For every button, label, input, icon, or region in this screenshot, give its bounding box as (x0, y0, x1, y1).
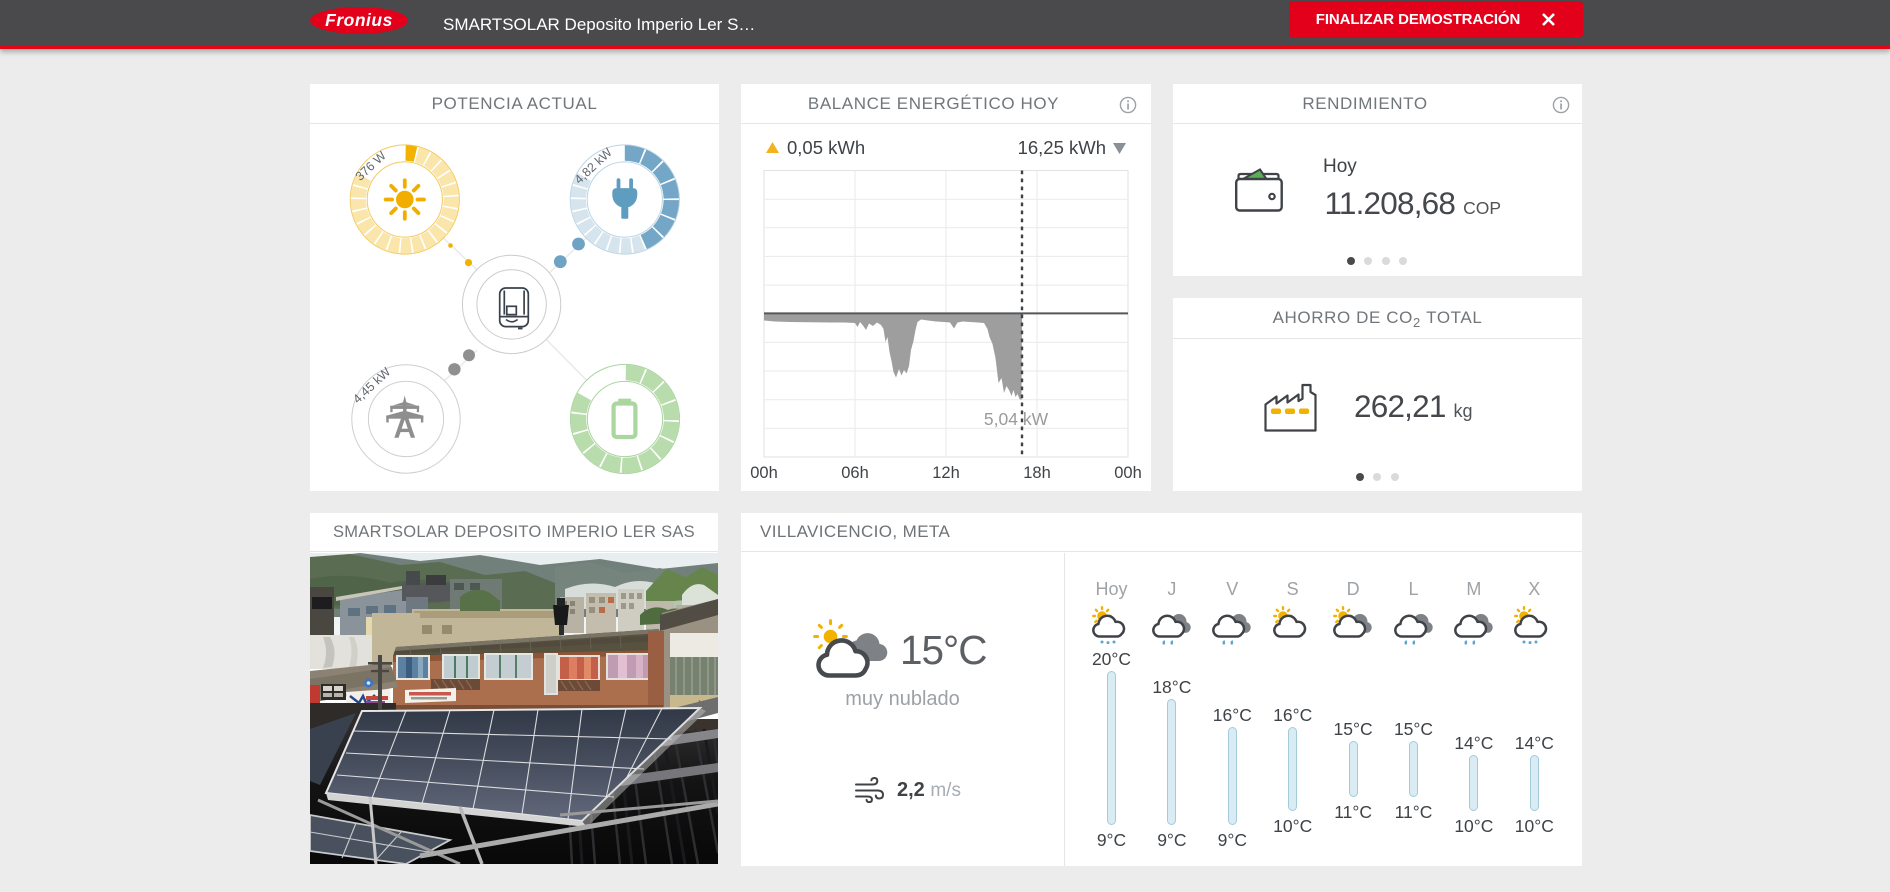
svg-text:16,25 kWh: 16,25 kWh (1018, 137, 1106, 158)
svg-text:18h: 18h (1023, 464, 1051, 482)
svg-text:06h: 06h (841, 464, 869, 482)
svg-text:0,05 kWh: 0,05 kWh (787, 137, 865, 158)
svg-text:00h: 00h (750, 464, 778, 482)
svg-text:4,45 kW: 4,45 kW (350, 365, 393, 407)
svg-text:5,04 kW: 5,04 kW (984, 409, 1049, 429)
svg-text:12h: 12h (932, 464, 960, 482)
svg-text:Fronius: Fronius (325, 10, 393, 30)
svg-text:376 W: 376 W (353, 149, 389, 184)
svg-text:00h: 00h (1114, 464, 1142, 482)
